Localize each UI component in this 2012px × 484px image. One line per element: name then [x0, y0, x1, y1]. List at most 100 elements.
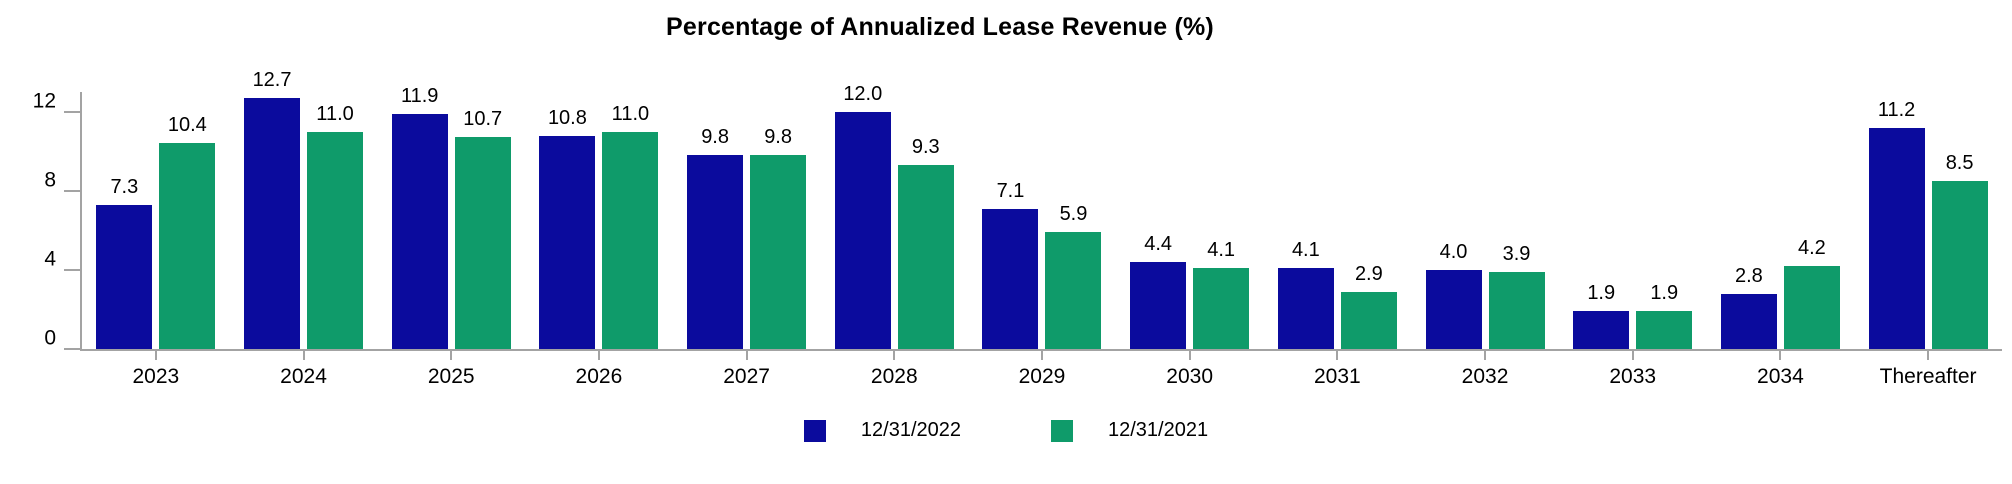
x-axis-category-label: 2028: [870, 365, 918, 388]
x-axis-tick: [1484, 351, 1487, 360]
bar-value-label: 1.9: [1587, 282, 1616, 305]
bar-value-label: 10.4: [167, 114, 207, 137]
y-axis-tick: [64, 189, 80, 192]
bar-12-31-2022: 12.0: [834, 83, 891, 349]
plot-area: 7.3 10.4 2023 12.7 11.0 2024 11.9 10.7 2025 10.8 1…: [33, 69, 2002, 388]
bar-12-31-2021: 10.7: [454, 108, 511, 349]
bar-value-label: 2.9: [1354, 262, 1383, 285]
x-axis-category-label: 2034: [1757, 365, 1804, 388]
bar-value-label: 7.3: [110, 175, 139, 198]
x-axis-category-label: Thereafter: [1879, 365, 1977, 388]
bar-12-31-2022: 1.9: [1573, 282, 1630, 349]
x-axis-category-label: 2033: [1609, 365, 1657, 388]
x-axis-tick: [893, 351, 896, 360]
x-axis-tick: [597, 351, 600, 360]
bar-value-label: 3.9: [1502, 242, 1531, 265]
bar-12-31-2021: 2.9: [1340, 263, 1397, 349]
bar-value-label: 8.5: [1945, 151, 1974, 174]
x-axis-tick: [1779, 351, 1782, 360]
y-axis-tick-label: 4: [44, 247, 56, 271]
bar-12-31-2021: 4.1: [1193, 239, 1250, 349]
x-axis-category-label: 2029: [1018, 365, 1066, 388]
bar-value-label: 12.7: [252, 68, 292, 91]
x-axis-tick: [745, 351, 748, 360]
bar-12-31-2022: 9.8: [687, 126, 744, 349]
bar-value-label: 11.2: [1877, 98, 1916, 121]
y-axis-tick: [64, 268, 80, 271]
x-axis-tick: [1927, 351, 1930, 360]
x-axis-tick: [154, 351, 157, 360]
bar-12-31-2022: 4.1: [1277, 239, 1334, 349]
bar-value-label: 9.3: [911, 136, 940, 159]
x-axis-category-label: 2024: [280, 365, 327, 388]
category-column: 4.4 4.1 2030: [1116, 92, 1264, 388]
category-column: 4.1 2.9 2031: [1264, 92, 1412, 388]
y-axis-tick-label: 8: [44, 168, 56, 192]
bar-value-label: 1.9: [1650, 282, 1679, 305]
category-column: 7.1 5.9 2029: [968, 92, 1116, 388]
x-axis-tick: [450, 351, 453, 360]
bar-value-label: 4.1: [1207, 238, 1236, 261]
legend-label: 12/31/2022: [860, 419, 961, 441]
bar-value-label: 5.9: [1059, 203, 1088, 226]
bar-12-31-2022: 10.8: [539, 107, 596, 349]
bar-12-31-2022: 11.9: [391, 85, 448, 349]
bar-12-31-2022: 12.7: [244, 69, 301, 349]
bar-value-label: 9.8: [701, 126, 729, 149]
x-axis-category-label: 2026: [575, 365, 623, 388]
category-column: 10.8 11.0 2026: [525, 92, 673, 388]
bar-12-31-2021: 10.4: [159, 114, 216, 349]
bar-value-label: 4.1: [1291, 238, 1320, 261]
category-column: 2.8 4.2 2034: [1707, 92, 1855, 388]
chart-title: Percentage of Annualized Lease Revenue (…: [666, 13, 1214, 41]
bar-value-label: 11.9: [400, 84, 439, 107]
bar-value-label: 10.7: [463, 108, 503, 131]
bar-12-31-2021: 9.8: [750, 126, 807, 349]
legend-swatch: [803, 419, 826, 442]
bar-12-31-2021: 1.9: [1636, 282, 1693, 349]
category-column: 12.0 9.3 2028: [820, 83, 968, 388]
bar-12-31-2021: 4.2: [1783, 237, 1840, 349]
legend-item: 12/31/2021: [1051, 419, 1208, 442]
x-axis-category-label: 2023: [132, 365, 180, 388]
bar-value-label: 4.2: [1798, 236, 1826, 259]
bar-12-31-2022: 4.0: [1425, 241, 1482, 349]
x-axis-tick: [1336, 351, 1339, 360]
bar-12-31-2022: 7.1: [982, 180, 1039, 349]
bar-12-31-2021: 9.3: [897, 136, 954, 349]
y-axis-tick-label: 0: [44, 326, 56, 350]
bar-value-label: 11.0: [611, 102, 650, 125]
y-axis-tick: [64, 110, 80, 113]
bar-columns: 7.3 10.4 2023 12.7 11.0 2024 11.9 10.7 2025 10.8 1…: [82, 69, 2002, 388]
legend-label: 12/31/2021: [1108, 419, 1209, 441]
bar-12-31-2021: 8.5: [1931, 152, 1988, 349]
bar-value-label: 7.1: [996, 179, 1025, 202]
x-axis-category-label: 2032: [1461, 365, 1509, 388]
category-column: 11.2 8.5 Thereafter: [1854, 92, 2002, 388]
bar-12-31-2021: 11.0: [307, 103, 364, 349]
y-axis-tick: [64, 348, 80, 350]
legend-item: 12/31/2022: [803, 419, 961, 442]
bar-12-31-2022: 4.4: [1130, 233, 1187, 349]
category-column: 7.3 10.4 2023: [82, 92, 230, 388]
x-axis-category-label: 2031: [1313, 365, 1361, 388]
category-column: 4.0 3.9 2032: [1411, 92, 1559, 388]
bar-12-31-2022: 7.3: [96, 176, 153, 349]
bar-value-label: 2.8: [1735, 264, 1763, 287]
legend: 12/31/2022 12/31/2021: [0, 419, 2012, 442]
x-axis-category-label: 2025: [427, 365, 475, 388]
category-column: 12.7 11.0 2024: [230, 69, 378, 388]
bar-12-31-2021: 11.0: [602, 103, 659, 349]
bar-value-label: 12.0: [843, 82, 883, 105]
bar-value-label: 4.4: [1144, 233, 1173, 256]
x-axis-category-label: 2030: [1166, 365, 1214, 388]
category-column: 1.9 1.9 2033: [1559, 92, 1707, 388]
bar-12-31-2021: 3.9: [1488, 243, 1545, 349]
x-axis-tick: [1040, 351, 1043, 360]
bar-12-31-2022: 2.8: [1720, 265, 1777, 349]
category-column: 11.9 10.7 2025: [377, 85, 525, 388]
x-axis-tick: [1631, 351, 1634, 360]
category-column: 9.8 9.8 2027: [673, 92, 821, 388]
bar-12-31-2022: 11.2: [1868, 99, 1925, 349]
